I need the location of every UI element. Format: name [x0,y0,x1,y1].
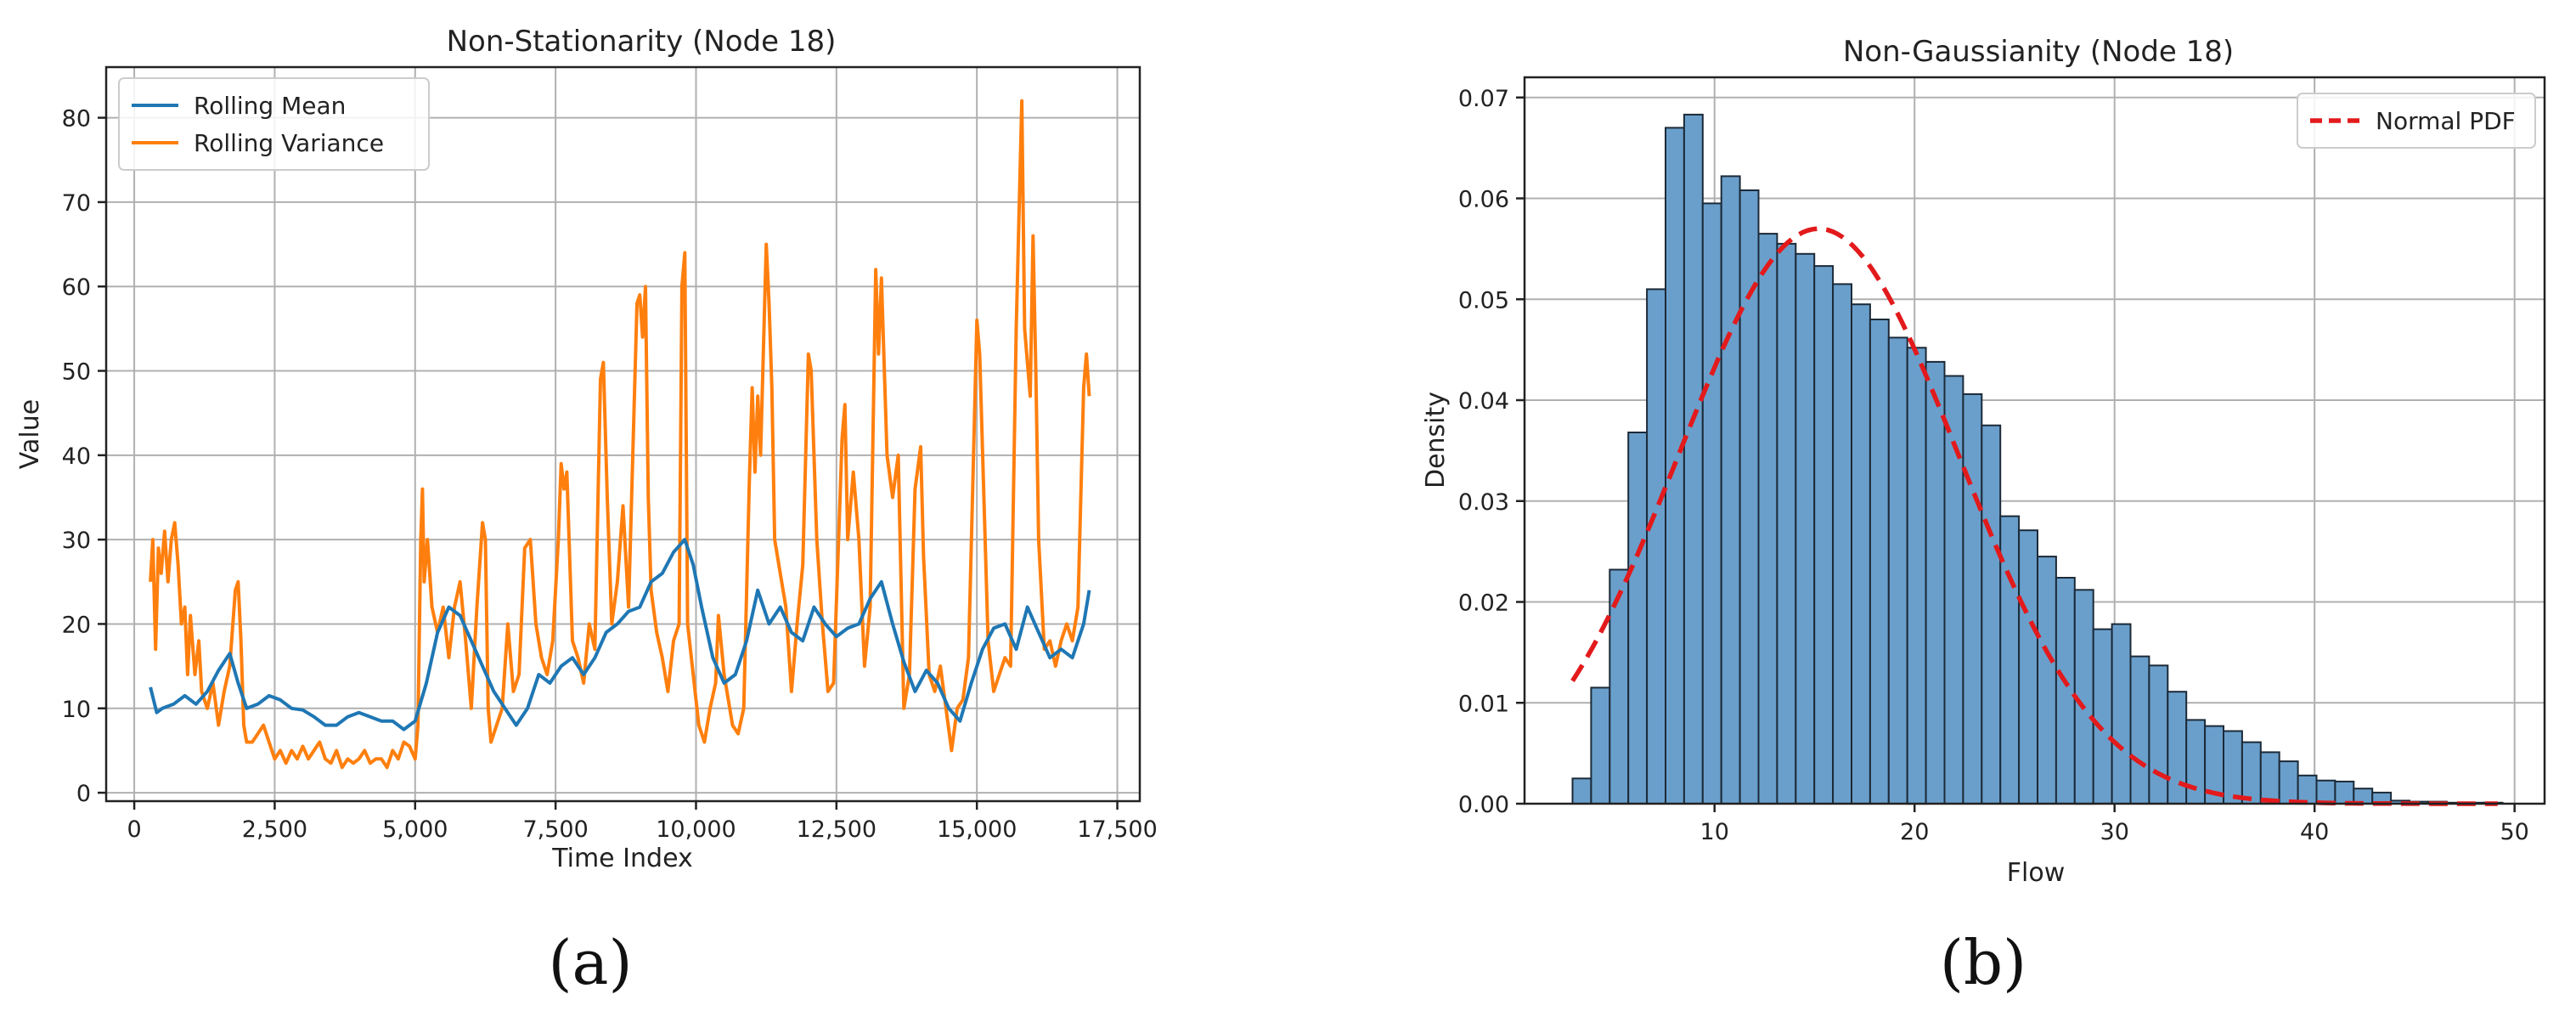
chart-b-ytick-label: 0.04 [1458,388,1509,415]
chart-b-ytick-label: 0.06 [1458,187,1509,213]
chart-a-xtick-label: 10,000 [656,816,736,843]
chart-a-ytick-label: 10 [62,697,91,723]
chart-a-frame [104,65,1141,803]
chart-non-gaussianity: Non-Gaussianity (Node 18) 10 20 30 40 50 0.00… [1421,35,2546,998]
chart-b-ytick-label: 0.03 [1458,489,1509,516]
histogram-bar [1925,360,1946,805]
chart-a-xtick-label: 7,500 [522,816,588,843]
chart-a-title: Non-Stationarity (Node 18) [447,25,837,59]
chart-b-frame [1523,76,2546,805]
histogram-bar [1571,777,1592,805]
histogram-bar [2055,577,2076,805]
histogram-bar [2185,719,2207,805]
chart-b-ticks: 10 20 30 40 50 0.00 0.01 0.02 0.03 0.04 0.05 0.06 0.… [1458,86,2529,845]
histogram-bar [1757,233,1778,805]
chart-b-xtick-label: 10 [1700,819,1729,845]
chart-a-xtick-label: 2,500 [242,816,307,843]
panel-label-a: (a) [548,927,632,998]
series-line-rolling-variance [149,99,1091,770]
histogram-bar [2037,556,2057,805]
chart-a-ytick-label: 20 [62,612,91,638]
series-line-rolling-mean [149,538,1091,731]
chart-a-xtick-label: 5,000 [382,816,448,843]
chart-a-ytick-label: 40 [62,443,91,470]
histogram-bar [2259,751,2280,805]
chart-a-grid [106,67,1140,801]
histogram-bar [2148,664,2169,805]
histogram-bar [2334,780,2355,805]
histogram-bar [1683,113,1704,805]
chart-a-ytick-label: 50 [62,359,91,386]
histogram-bar [1627,432,1649,805]
histogram-bar [2223,730,2243,805]
histogram-bar [1795,252,1816,805]
histogram-bar [1646,288,1666,805]
legend-label-normal-pdf: Normal PDF [2376,107,2516,135]
chart-b-ytick-label: 0.02 [1458,590,1509,617]
chart-a-ytick-label: 0 [76,781,91,807]
histogram-bar [2092,628,2113,805]
chart-b-ylabel: Density [1421,392,1451,489]
chart-b-xtick-label: 30 [2100,819,2129,845]
legend-label-rolling-variance: Rolling Variance [194,129,384,157]
panel-label-b: (b) [1940,927,2026,998]
chart-a-ytick-label: 60 [62,274,91,301]
histogram-bar [1776,242,1797,805]
histogram-bar [1981,424,2002,805]
histogram-bar [2278,760,2299,805]
chart-b-histogram [1571,113,2504,805]
chart-b-ytick-label: 0.05 [1458,287,1509,313]
chart-a-ytick-label: 30 [62,528,91,554]
histogram-bar [1720,175,1741,805]
chart-b-legend: Normal PDF [2297,93,2536,149]
chart-a-xtick-label: 15,000 [937,816,1017,843]
chart-b-ytick-label: 0.07 [1458,86,1509,112]
chart-a-ytick-label: 70 [62,190,91,217]
chart-a-xtick-label: 12,500 [797,816,877,843]
histogram-bar [2315,779,2336,805]
chart-b-ytick-label: 0.00 [1458,792,1509,818]
chart-b-xtick-label: 40 [2300,819,2329,845]
normal-pdf-curve [1570,226,2498,806]
histogram-bar [1943,375,1964,805]
chart-a-lines [149,99,1091,770]
chart-a-xlabel: Time Index [551,844,693,873]
chart-b-title: Non-Gaussianity (Node 18) [1843,35,2234,69]
legend-label-rolling-mean: Rolling Mean [194,92,346,120]
histogram-bar [1887,336,1908,805]
chart-b-ytick-label: 0.01 [1458,691,1509,717]
chart-a-ytick-label: 80 [62,106,91,133]
chart-a-ticks: 0 2,500 5,000 7,500 10,000 12,500 15,000 17,500… [62,106,1158,843]
chart-a-ylabel: Value [15,399,45,469]
histogram-bar [1590,686,1611,805]
chart-a-legend: Rolling Mean Rolling Variance [118,77,430,171]
histogram-bar [1832,283,1853,805]
histogram-bar [1962,393,1983,805]
histogram-bar [2018,529,2039,805]
chart-a-xtick-label: 17,500 [1077,816,1157,843]
chart-b-xtick-label: 50 [2500,819,2528,845]
histogram-bar [1851,303,1871,805]
histogram-bar [1906,347,1927,805]
chart-non-stationarity: Non-Stationarity (Node 18) 0 2,500 5,000 7,… [15,25,1158,998]
histogram-bar [2241,741,2262,805]
histogram-bar [1813,265,1835,805]
histogram-bar [1701,202,1722,805]
histogram-bar [2297,774,2318,805]
chart-b-xtick-label: 20 [1900,819,1929,845]
histogram-bar [2111,623,2132,805]
histogram-bar [1869,319,1890,805]
chart-a-xtick-label: 0 [127,816,141,843]
chart-b-xlabel: Flow [2007,858,2065,888]
histogram-bar [2129,655,2150,805]
